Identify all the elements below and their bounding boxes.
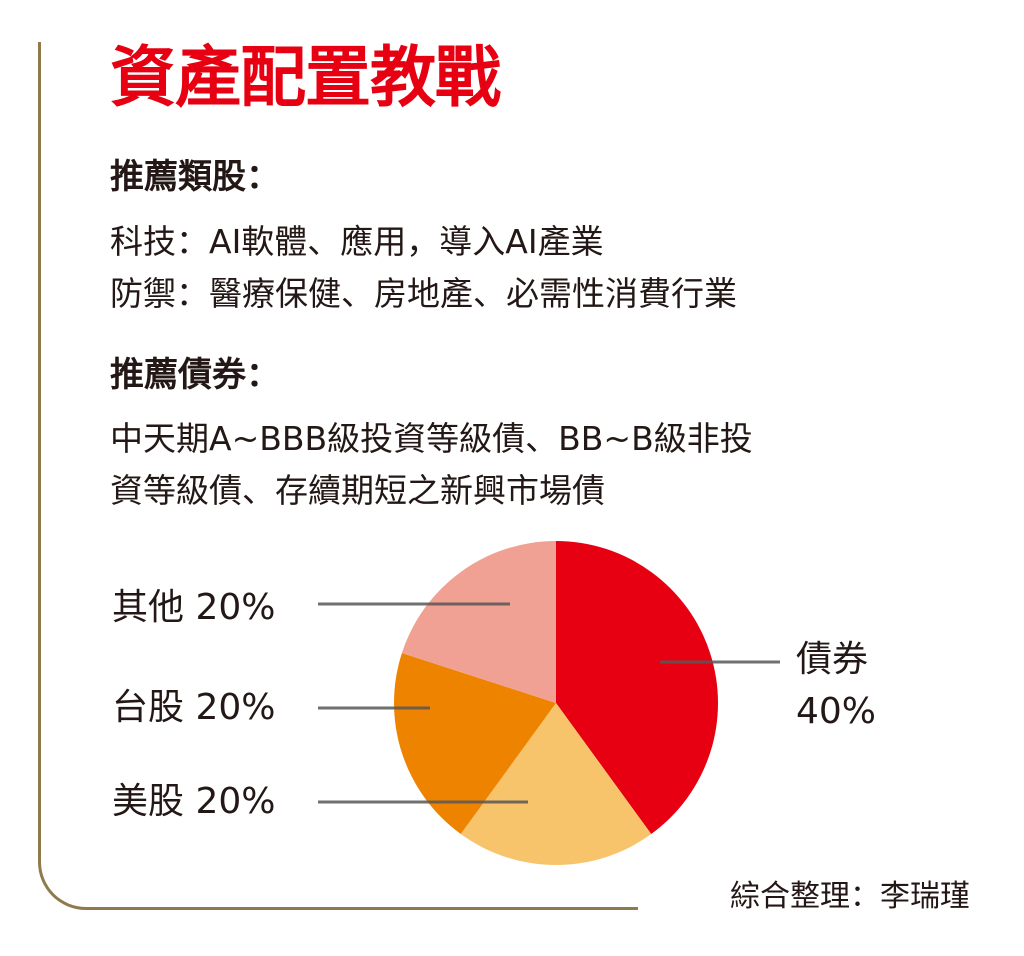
bond-line-2: 資等級債、存續期短之新興市場債	[110, 471, 605, 510]
decorative-frame	[38, 42, 638, 910]
label-other: 其他 20%	[112, 587, 276, 628]
slice-taiwan-stocks	[394, 652, 556, 835]
credit-text: 綜合整理：李瑞瑾	[730, 879, 970, 914]
recommended-sectors-heading: 推薦類股：	[110, 157, 280, 197]
sector-line-defensive: 防禦：醫療保健、房地產、必需性消費行業	[110, 274, 737, 313]
label-bonds-pct: 40%	[796, 691, 877, 732]
recommended-bonds-heading: 推薦債券：	[110, 355, 280, 395]
bond-line-1: 中天期A~BBB級投資等級債、BB~B級非投	[110, 419, 753, 458]
slice-bonds	[556, 541, 718, 835]
slice-other	[401, 541, 556, 703]
label-bonds-name: 債券	[796, 639, 869, 680]
page-title: 資產配置教戰	[110, 38, 501, 116]
label-us-stocks: 美股 20%	[112, 781, 276, 822]
slice-us-stocks	[460, 703, 652, 865]
label-taiwan-stocks: 台股 20%	[112, 687, 276, 728]
sector-line-tech: 科技：AI軟體、應用，導入AI產業	[110, 222, 604, 261]
